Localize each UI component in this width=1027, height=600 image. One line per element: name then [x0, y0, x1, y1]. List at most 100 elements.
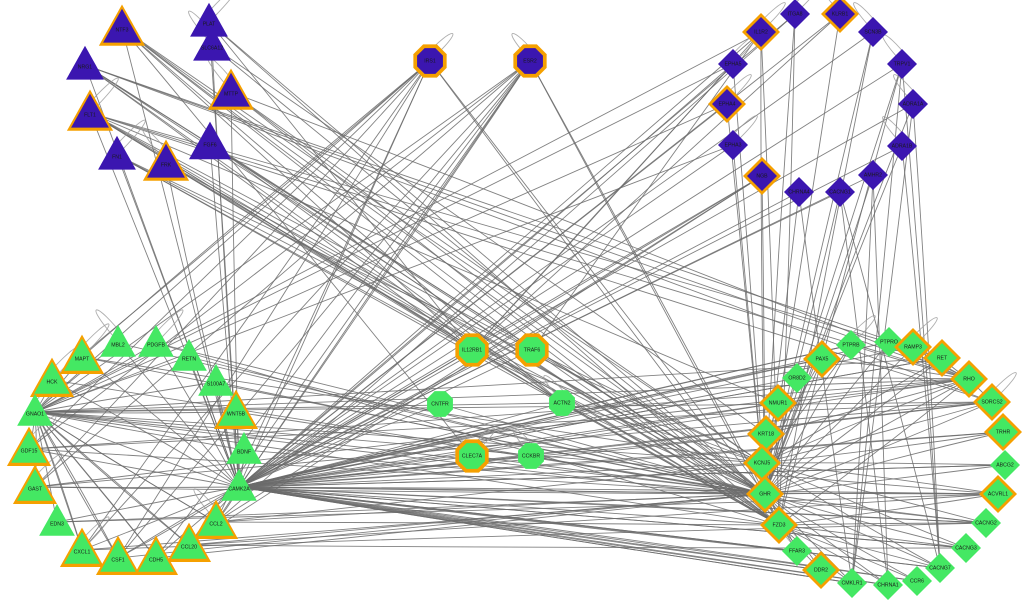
node-body[interactable]: [221, 468, 257, 501]
graph-node[interactable]: [513, 44, 547, 78]
graph-node[interactable]: [6, 426, 52, 467]
graph-node[interactable]: [718, 49, 748, 79]
graph-node[interactable]: [873, 570, 903, 600]
graph-node[interactable]: [742, 13, 780, 51]
node-body[interactable]: [519, 337, 545, 363]
graph-node[interactable]: [973, 383, 1011, 421]
graph-node[interactable]: [836, 330, 866, 360]
node-body[interactable]: [34, 361, 70, 394]
node-body[interactable]: [782, 536, 812, 566]
graph-node[interactable]: [760, 506, 798, 544]
node-body[interactable]: [103, 8, 141, 43]
node-body[interactable]: [858, 17, 888, 47]
node-body[interactable]: [193, 26, 231, 61]
graph-node[interactable]: [718, 130, 748, 160]
node-body[interactable]: [64, 531, 100, 564]
node-body[interactable]: [747, 448, 777, 478]
graph-node[interactable]: [898, 89, 928, 119]
node-body[interactable]: [189, 121, 231, 160]
node-body[interactable]: [138, 539, 174, 572]
node-layer[interactable]: [6, 0, 1022, 600]
node-body[interactable]: [64, 338, 100, 371]
graph-node[interactable]: [17, 393, 53, 426]
node-body[interactable]: [983, 479, 1013, 509]
node-body[interactable]: [459, 337, 485, 363]
node-body[interactable]: [807, 344, 837, 374]
node-body[interactable]: [417, 48, 443, 74]
node-body[interactable]: [763, 388, 793, 418]
graph-node[interactable]: [887, 131, 917, 161]
node-body[interactable]: [837, 568, 867, 598]
graph-node[interactable]: [59, 334, 105, 375]
node-body[interactable]: [747, 161, 777, 191]
graph-node[interactable]: [923, 339, 961, 377]
graph-node[interactable]: [29, 357, 75, 398]
node-body[interactable]: [746, 17, 776, 47]
node-body[interactable]: [780, 0, 810, 29]
graph-node[interactable]: [207, 68, 255, 110]
graph-node[interactable]: [166, 522, 212, 563]
node-body[interactable]: [518, 443, 544, 469]
graph-node[interactable]: [213, 389, 259, 430]
node-body[interactable]: [988, 417, 1018, 447]
graph-node[interactable]: [708, 85, 746, 123]
graph-node[interactable]: [66, 45, 104, 80]
node-body[interactable]: [100, 539, 136, 572]
graph-node[interactable]: [979, 475, 1017, 513]
node-body[interactable]: [198, 503, 234, 536]
graph-node[interactable]: [413, 44, 447, 78]
node-body[interactable]: [764, 510, 794, 540]
graph-node[interactable]: [226, 431, 262, 464]
graph-node[interactable]: [894, 328, 932, 366]
graph-node[interactable]: [984, 413, 1022, 451]
node-body[interactable]: [198, 363, 234, 396]
node-body[interactable]: [825, 177, 855, 207]
graph-node[interactable]: [39, 503, 75, 536]
node-body[interactable]: [858, 160, 888, 190]
node-body[interactable]: [887, 49, 917, 79]
graph-node[interactable]: [743, 157, 781, 195]
graph-node[interactable]: [427, 391, 453, 417]
node-body[interactable]: [17, 468, 53, 501]
node-body[interactable]: [971, 508, 1001, 538]
node-body[interactable]: [98, 135, 136, 170]
graph-node[interactable]: [189, 121, 231, 160]
node-body[interactable]: [718, 130, 748, 160]
node-body[interactable]: [750, 479, 780, 509]
graph-node[interactable]: [190, 2, 228, 37]
graph-node[interactable]: [951, 533, 981, 563]
graph-node[interactable]: [858, 160, 888, 190]
graph-node[interactable]: [825, 177, 855, 207]
node-body[interactable]: [806, 555, 836, 585]
graph-node[interactable]: [138, 324, 174, 357]
graph-node[interactable]: [549, 390, 575, 416]
graph-node[interactable]: [802, 551, 840, 589]
graph-node[interactable]: [95, 535, 141, 576]
node-body[interactable]: [17, 393, 53, 426]
graph-node[interactable]: [780, 0, 810, 29]
node-body[interactable]: [66, 45, 104, 80]
node-body[interactable]: [898, 332, 928, 362]
node-body[interactable]: [11, 430, 47, 463]
node-body[interactable]: [898, 89, 928, 119]
graph-node[interactable]: [887, 49, 917, 79]
node-body[interactable]: [190, 2, 228, 37]
graph-node[interactable]: [142, 139, 190, 181]
graph-node[interactable]: [221, 468, 257, 501]
node-body[interactable]: [459, 443, 485, 469]
node-body[interactable]: [751, 419, 781, 449]
graph-node[interactable]: [515, 333, 549, 367]
graph-node[interactable]: [803, 340, 841, 378]
node-body[interactable]: [927, 343, 957, 373]
node-body[interactable]: [836, 330, 866, 360]
node-body[interactable]: [517, 48, 543, 74]
node-body[interactable]: [549, 390, 575, 416]
node-body[interactable]: [887, 131, 917, 161]
node-body[interactable]: [427, 391, 453, 417]
graph-node[interactable]: [133, 535, 179, 576]
node-body[interactable]: [954, 364, 984, 394]
node-body[interactable]: [171, 338, 207, 371]
node-body[interactable]: [100, 324, 136, 357]
